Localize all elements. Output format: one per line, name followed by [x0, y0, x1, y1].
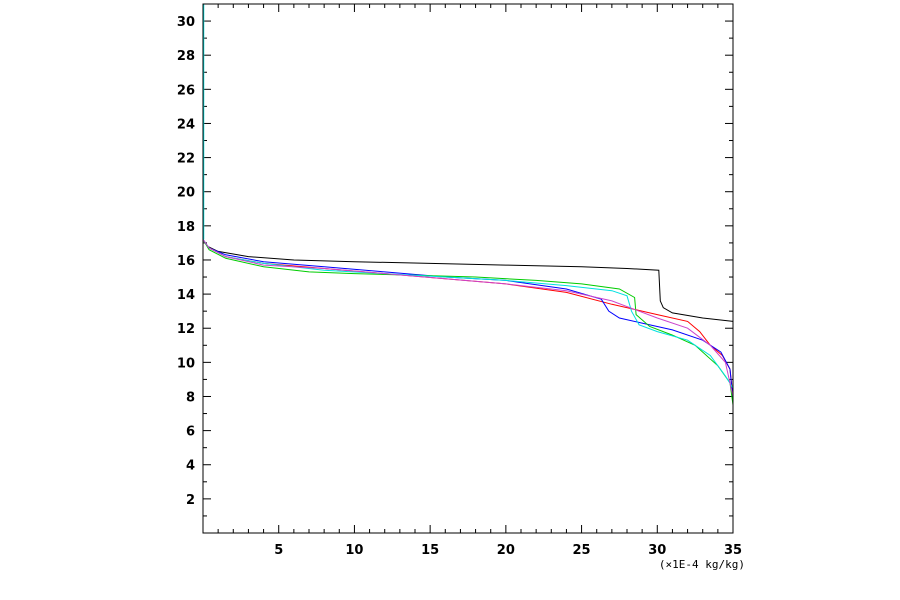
x-tick-label: 5 — [274, 543, 283, 558]
y-tick-label: 18 — [177, 220, 195, 235]
y-tick-label: 28 — [177, 49, 195, 64]
series-line-5 — [202, 239, 734, 533]
y-tick-label: 22 — [177, 152, 195, 167]
x-tick-label: 35 — [724, 543, 742, 558]
y-tick-label: 30 — [177, 15, 195, 30]
y-tick-label: 8 — [186, 390, 195, 405]
series-layer — [202, 4, 734, 533]
x-tick-label: 25 — [573, 543, 591, 558]
x-tick-label: 30 — [648, 543, 666, 558]
y-tick-label: 26 — [177, 83, 195, 98]
x-tick-label: 10 — [345, 543, 363, 558]
series-line-6 — [202, 239, 734, 397]
y-tick-label: 12 — [177, 322, 195, 337]
y-tick-label: 6 — [186, 425, 195, 440]
axis-ticks — [203, 3, 734, 533]
series-line-3 — [202, 239, 734, 400]
x-tick-label: 20 — [497, 543, 515, 558]
y-tick-label: 4 — [186, 459, 195, 474]
y-tick-label: 20 — [177, 186, 195, 201]
y-tick-label: 14 — [177, 288, 195, 303]
x-tick-label: 15 — [421, 543, 439, 558]
y-tick-label: 10 — [177, 356, 195, 371]
y-tick-label: 2 — [186, 493, 195, 508]
y-tick-label: 24 — [177, 117, 195, 132]
plot-frame — [202, 3, 734, 534]
series-line-1 — [202, 239, 734, 322]
y-tick-label: 16 — [177, 254, 195, 269]
x-unit-label: (×1E-4 kg/kg) — [659, 558, 745, 571]
